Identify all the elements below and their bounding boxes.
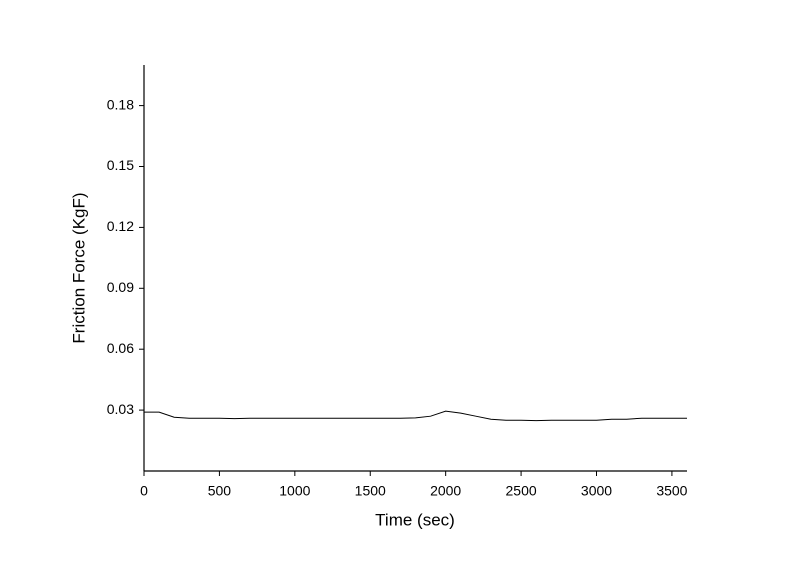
y-tick-label: 0.09 [107, 279, 134, 295]
x-tick-label: 2000 [430, 483, 461, 499]
x-tick-label: 3500 [656, 483, 687, 499]
data-line [144, 410, 687, 422]
x-tick-label: 3000 [581, 483, 612, 499]
x-tick-label: 0 [140, 483, 148, 499]
x-axis-label: Time (sec) [375, 510, 455, 529]
x-tick-label: 2500 [506, 483, 537, 499]
y-axis-label: Friction Force (KgF) [69, 192, 88, 343]
x-tick-label: 500 [208, 483, 232, 499]
y-tick-label: 0.06 [107, 340, 134, 356]
y-tick-label: 0.18 [107, 96, 134, 112]
y-tick-label: 0.15 [107, 157, 134, 173]
y-tick-label: 0.03 [107, 401, 134, 417]
x-tick-label: 1000 [279, 483, 310, 499]
x-tick-label: 1500 [355, 483, 386, 499]
y-tick-label: 0.12 [107, 218, 134, 234]
